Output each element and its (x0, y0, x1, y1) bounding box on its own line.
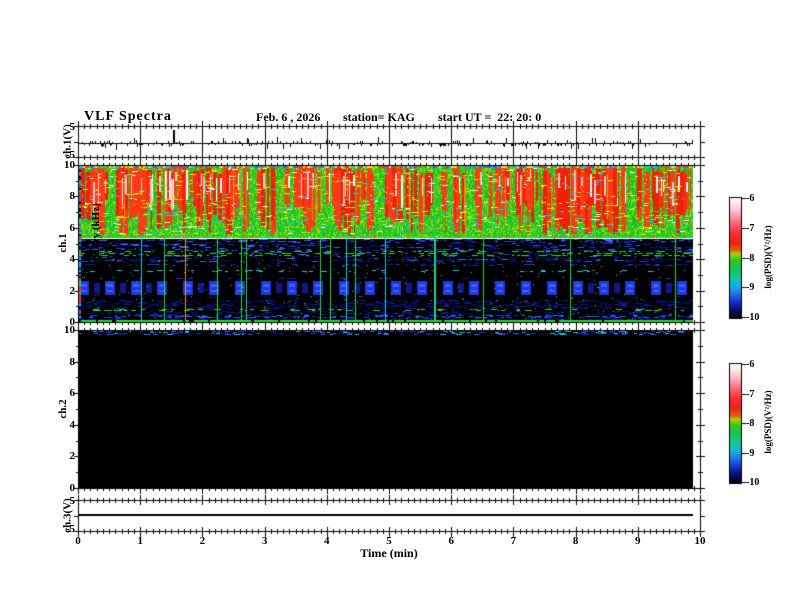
header-start-ut: start UT = 22: 20: 0 (438, 110, 542, 124)
ch2-y-tick-label: 6 (69, 387, 76, 400)
ch1-y-tick-label: 2 (69, 284, 76, 297)
header-station: station= KAG (343, 110, 415, 124)
ch1-y-tick-label: 8 (69, 190, 76, 203)
ch2-label-line2: Frequency (kHz) (90, 369, 102, 449)
colorbar-tick-label: -7 (746, 222, 755, 234)
x-tick-label: 9 (635, 535, 641, 547)
colorbar-tick-label: -9 (746, 282, 755, 294)
x-tick-label: 5 (386, 535, 392, 547)
ch2-y-tick-label: 4 (69, 418, 76, 431)
ch2-y-tick-label: 0 (69, 482, 76, 494)
ch1-y-tick-label: 0 (69, 316, 76, 328)
x-tick-label: 7 (510, 535, 517, 547)
x-tick-label: 10 (694, 535, 706, 547)
ch1-y-tick-label: 6 (69, 221, 76, 234)
x-tick-label: 0 (75, 535, 81, 547)
colorbar-tick-label: -7 (746, 388, 755, 400)
ch1-y-tick-label: 10 (64, 159, 75, 171)
x-tick-label: 8 (572, 535, 579, 547)
ch3v-y-tick-label: 5 (69, 495, 76, 507)
colorbar-tick-label: -6 (746, 359, 755, 370)
colorbar-tick-label: -6 (746, 193, 755, 204)
colorbar-tick-label: -10 (746, 477, 760, 488)
page-title: VLF Spectra (84, 109, 172, 124)
ch1-label-line2: Frequency (kHz) (90, 203, 102, 283)
ch1v-y-tick-label: -5 (65, 149, 75, 161)
ch2-y-tick-label: 2 (69, 450, 76, 463)
colorbar-tick-label: -8 (746, 252, 755, 264)
ch2-y-tick-label: 10 (64, 324, 75, 336)
x-tick-label: 1 (137, 535, 143, 547)
ch1v-y-tick-label: 5 (69, 121, 76, 133)
colorbar-tick-label: -9 (746, 447, 755, 459)
x-tick-label: 6 (448, 535, 454, 547)
colorbar-tick-label: -8 (746, 418, 755, 429)
colorbar-tick-label: -10 (746, 312, 760, 323)
ch1-y-tick-label: 4 (69, 253, 76, 266)
x-tick-label: 2 (199, 535, 206, 547)
header-date: Feb. 6 , 2026 (256, 110, 321, 124)
ch2-y-tick-label: 8 (69, 355, 76, 368)
ch3v-y-tick-label: -5 (65, 523, 75, 535)
x-tick-label: 3 (261, 535, 268, 547)
time-axis-label: Time (min) (360, 546, 418, 560)
x-tick-label: 4 (324, 535, 330, 547)
